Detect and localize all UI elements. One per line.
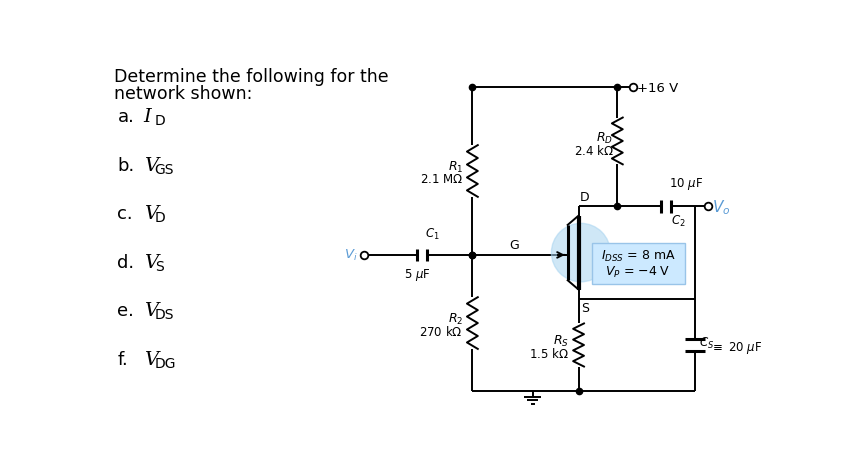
Text: +16 V: +16 V — [638, 82, 679, 95]
Text: $\equiv$ 20 $\mu$F: $\equiv$ 20 $\mu$F — [710, 339, 763, 355]
Text: $V_o$: $V_o$ — [712, 198, 730, 216]
Text: Determine the following for the: Determine the following for the — [114, 68, 389, 86]
Text: 10 $\mu$F: 10 $\mu$F — [670, 176, 703, 191]
Text: $C_S$: $C_S$ — [699, 336, 714, 350]
Text: GS: GS — [155, 162, 174, 177]
Text: a.: a. — [118, 108, 134, 126]
Text: 5 $\mu$F: 5 $\mu$F — [404, 266, 431, 282]
Text: $I_{DSS}$ = 8 mA: $I_{DSS}$ = 8 mA — [601, 248, 676, 264]
Text: DG: DG — [155, 356, 176, 370]
FancyBboxPatch shape — [592, 243, 685, 285]
Text: S: S — [581, 301, 589, 315]
Text: V: V — [144, 301, 158, 319]
Text: 270 k$\Omega$: 270 k$\Omega$ — [420, 324, 463, 338]
Text: V: V — [144, 205, 158, 223]
Text: G: G — [509, 238, 519, 251]
Text: $C_1$: $C_1$ — [425, 227, 439, 241]
Circle shape — [551, 224, 611, 282]
Text: $V_P$ = $-$4 V: $V_P$ = $-$4 V — [606, 264, 671, 279]
Text: S: S — [155, 259, 163, 273]
Text: DS: DS — [155, 307, 174, 322]
Text: e.: e. — [118, 301, 134, 319]
Text: $R_S$: $R_S$ — [554, 333, 569, 348]
Text: d.: d. — [118, 253, 135, 271]
Text: $C_2$: $C_2$ — [670, 213, 685, 228]
Text: 1.5 k$\Omega$: 1.5 k$\Omega$ — [529, 346, 569, 360]
Text: f.: f. — [118, 350, 128, 368]
Text: D: D — [155, 211, 165, 225]
Text: b.: b. — [118, 156, 135, 174]
Text: D: D — [580, 191, 590, 204]
Text: $R_D$: $R_D$ — [597, 130, 613, 145]
Text: V: V — [144, 156, 158, 174]
Text: D: D — [155, 114, 165, 128]
Text: c.: c. — [118, 205, 133, 223]
Text: network shown:: network shown: — [114, 85, 253, 103]
Text: $V_i$: $V_i$ — [344, 248, 357, 263]
Text: $R_2$: $R_2$ — [448, 311, 463, 326]
Text: $R_1$: $R_1$ — [448, 159, 463, 175]
Text: 2.1 M$\Omega$: 2.1 M$\Omega$ — [420, 173, 463, 186]
Text: 2.4 k$\Omega$: 2.4 k$\Omega$ — [573, 144, 613, 158]
Text: I: I — [144, 108, 151, 126]
Text: V: V — [144, 350, 158, 368]
Text: V: V — [144, 253, 158, 271]
